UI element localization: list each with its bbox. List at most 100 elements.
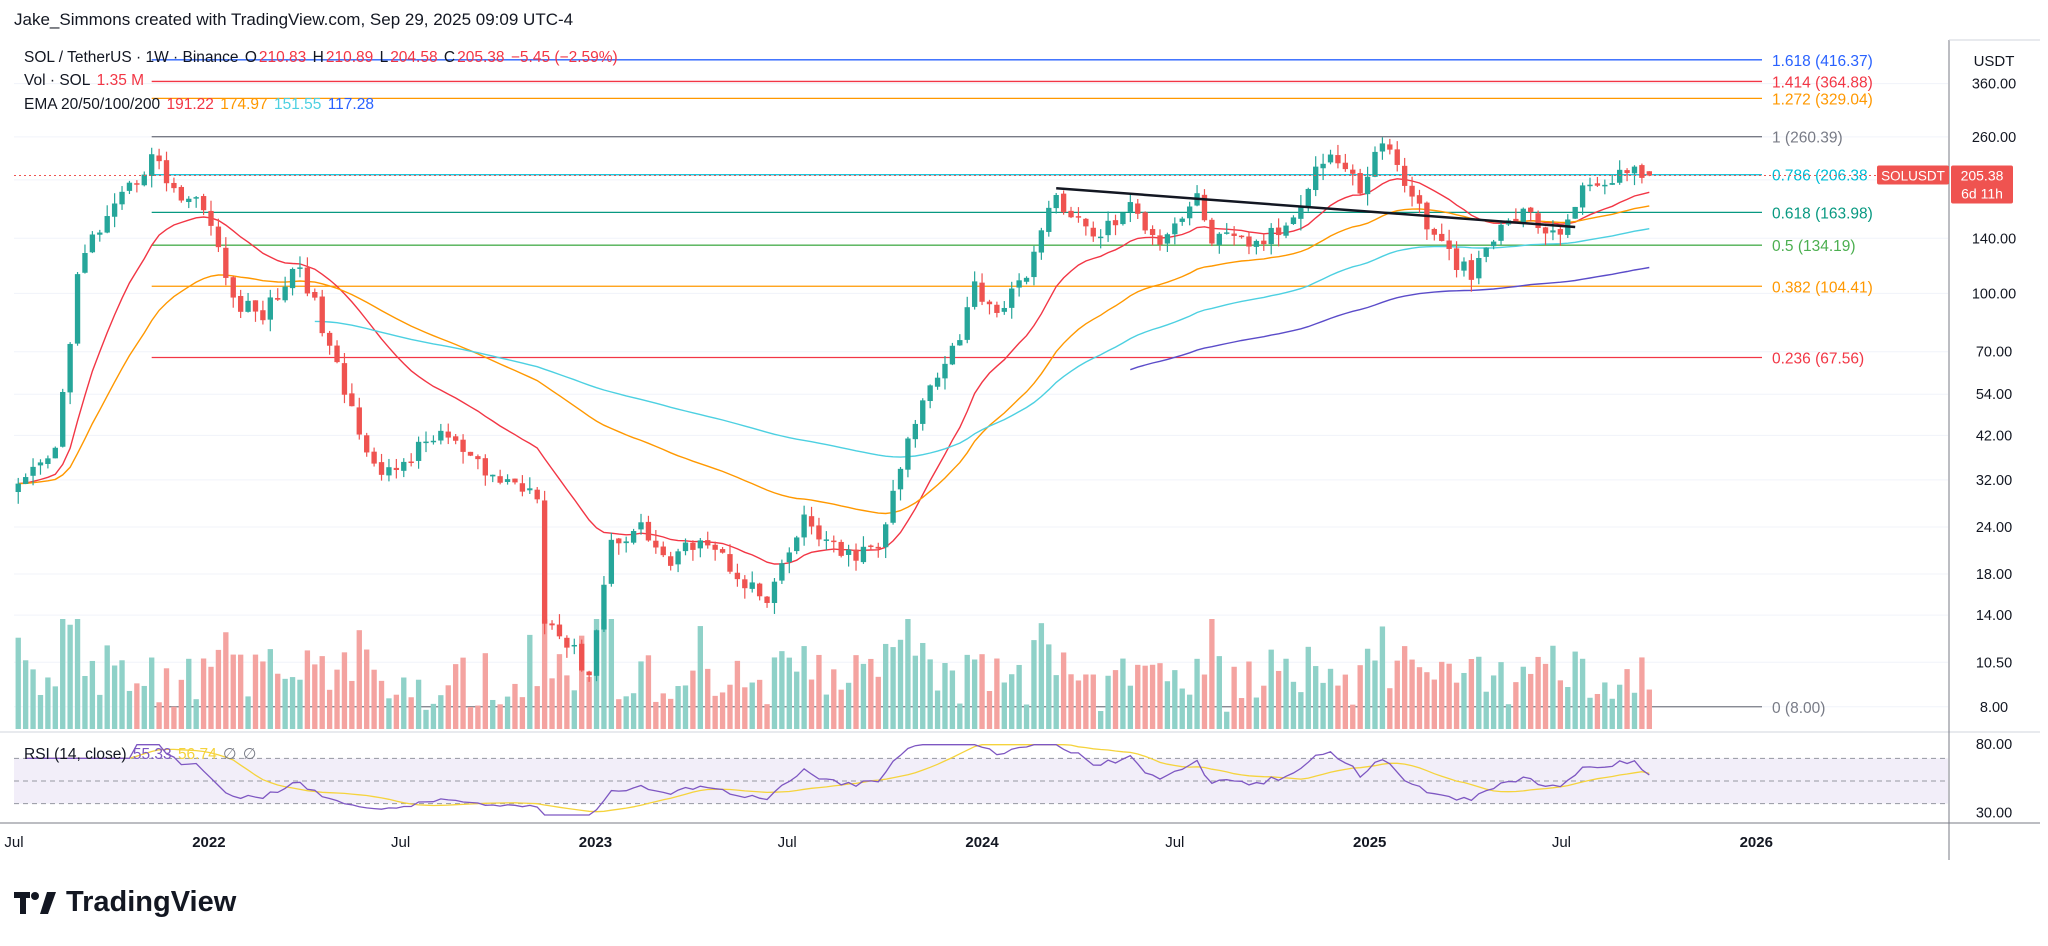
candle-body bbox=[163, 160, 170, 184]
volume-bar bbox=[386, 698, 392, 729]
candle-body bbox=[1253, 240, 1260, 247]
volume-bar bbox=[200, 658, 207, 729]
candle-body bbox=[423, 441, 429, 444]
candle-body bbox=[519, 483, 526, 492]
candle-body bbox=[334, 345, 340, 363]
candle-body bbox=[912, 423, 919, 440]
candle-body bbox=[245, 300, 251, 312]
candle-body bbox=[208, 210, 214, 226]
volume-bar bbox=[89, 660, 96, 729]
candle-body bbox=[282, 286, 288, 301]
fib-label-7: 0.382 (104.41) bbox=[1772, 279, 1873, 296]
candle-body bbox=[638, 522, 644, 530]
fib-label-9: 0 (8.00) bbox=[1772, 700, 1825, 717]
legend-l-label: L bbox=[379, 49, 389, 66]
candle-body bbox=[1201, 194, 1208, 221]
fib-label-3: 1 (260.39) bbox=[1772, 130, 1843, 147]
candle-body bbox=[1409, 185, 1415, 197]
candle-body bbox=[697, 540, 703, 549]
volume-bar bbox=[608, 619, 615, 729]
volume-bar bbox=[1379, 626, 1386, 729]
volume-bar bbox=[742, 687, 748, 729]
volume-bar bbox=[423, 709, 429, 729]
volume-bar bbox=[1231, 666, 1237, 729]
volume-bar bbox=[749, 682, 755, 729]
volume-bar bbox=[1387, 688, 1393, 729]
volume-bar bbox=[126, 690, 133, 729]
candle-body bbox=[942, 363, 948, 379]
candle-body bbox=[1535, 213, 1541, 229]
candle-body bbox=[786, 552, 792, 563]
volume-bar bbox=[37, 694, 44, 729]
volume-bar bbox=[1609, 698, 1615, 729]
candle-body bbox=[1053, 195, 1059, 209]
candle-body bbox=[1342, 162, 1349, 170]
volume-bar bbox=[1238, 698, 1245, 729]
time-tick-label: Jul bbox=[1165, 834, 1184, 851]
legend-ema50: 174.97 bbox=[220, 96, 268, 113]
candle-body bbox=[586, 671, 592, 676]
volume-bar bbox=[452, 664, 459, 729]
candle-body bbox=[1090, 227, 1096, 237]
volume-bar bbox=[1579, 658, 1586, 729]
symbol-badge bbox=[1877, 165, 1949, 185]
volume-bar bbox=[349, 680, 355, 729]
volume-bar bbox=[334, 669, 340, 729]
candle-body bbox=[1498, 224, 1504, 241]
volume-bar bbox=[1001, 682, 1007, 729]
volume-bar bbox=[519, 697, 526, 729]
candle-body bbox=[668, 556, 674, 566]
volume-bar bbox=[675, 686, 681, 729]
tradingview-logo[interactable]: TradingView bbox=[14, 886, 236, 919]
volume-bar bbox=[630, 693, 637, 729]
volume-bar bbox=[401, 677, 407, 729]
volume-bar bbox=[942, 663, 948, 729]
volume-bar bbox=[1142, 665, 1148, 729]
volume-bar bbox=[653, 701, 659, 729]
candle-body bbox=[1439, 233, 1445, 241]
volume-bar bbox=[60, 619, 66, 729]
legend-vol-label: Vol · SOL bbox=[24, 72, 91, 89]
candle-body bbox=[1483, 247, 1489, 257]
price-tick-label: 14.00 bbox=[1976, 608, 2012, 624]
ema200-line bbox=[1130, 266, 1650, 371]
volume-bar bbox=[163, 668, 170, 729]
time-tick-label: 2025 bbox=[1353, 834, 1386, 851]
grid-layer bbox=[14, 83, 1948, 708]
volume-bar bbox=[579, 635, 585, 729]
candle-body bbox=[415, 441, 422, 461]
fib-label-2: 1.272 (329.04) bbox=[1772, 91, 1873, 108]
candle-body bbox=[1327, 154, 1334, 163]
volume-bar bbox=[97, 694, 103, 729]
volume-bar bbox=[586, 676, 592, 729]
rsi-tick-label: 30.00 bbox=[1976, 806, 2012, 822]
volume-bar bbox=[1431, 679, 1437, 729]
volume-bar bbox=[22, 660, 29, 729]
volume-bar bbox=[1224, 711, 1230, 729]
volume-bar bbox=[808, 679, 815, 729]
volume-bar bbox=[1624, 669, 1630, 729]
candle-body bbox=[853, 549, 859, 561]
volume-bar bbox=[845, 682, 852, 729]
price-tick-label: 140.00 bbox=[1972, 231, 2016, 247]
volume-bar bbox=[564, 675, 570, 729]
legend-rsi-value: 55.33 bbox=[132, 746, 172, 763]
candle-body bbox=[37, 462, 44, 466]
volume-bar bbox=[341, 652, 348, 729]
volume-bar bbox=[816, 654, 822, 729]
candle-body bbox=[1149, 229, 1156, 236]
legend-ema[interactable]: EMA 20/50/100/200 191.22 174.97 151.55 1… bbox=[24, 96, 376, 114]
legend-volume[interactable]: Vol · SOL 1.35 M bbox=[24, 72, 146, 90]
volume-bar bbox=[1335, 685, 1341, 729]
volume-bar bbox=[149, 657, 155, 729]
candle-body bbox=[1631, 166, 1638, 174]
volume-bar bbox=[67, 624, 73, 729]
candle-body bbox=[816, 525, 822, 540]
legend-rsi[interactable]: RSI (14, close) 55.33 56.74 ∅ ∅ bbox=[24, 745, 258, 764]
legend-o-label: O bbox=[244, 49, 257, 66]
volume-bar bbox=[1461, 672, 1467, 729]
fib-label-8: 0.236 (67.56) bbox=[1772, 351, 1864, 368]
candle-body bbox=[1394, 149, 1400, 165]
